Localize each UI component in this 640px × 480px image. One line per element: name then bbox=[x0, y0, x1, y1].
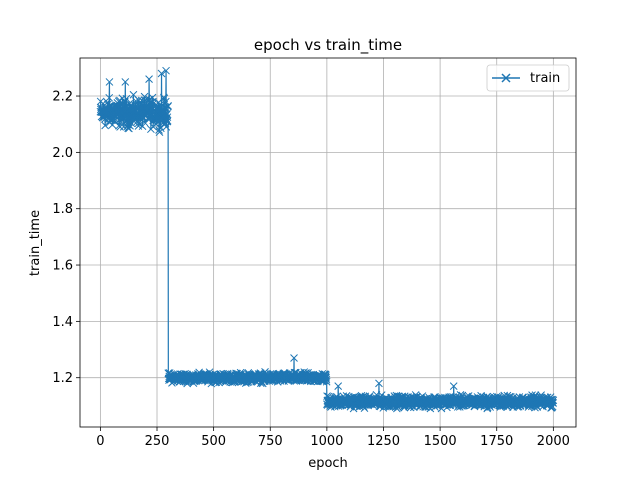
data-point bbox=[449, 382, 458, 391]
data-point bbox=[161, 97, 170, 106]
data-point bbox=[157, 69, 166, 78]
data-point bbox=[163, 113, 172, 122]
data-point bbox=[125, 124, 133, 133]
chart-title: epoch vs train_time bbox=[254, 36, 402, 55]
data-point bbox=[322, 375, 331, 384]
data-point bbox=[322, 377, 331, 386]
y-tick-label: 1.4 bbox=[52, 315, 73, 330]
legend-label: train bbox=[530, 71, 560, 86]
x-tick-label: 500 bbox=[201, 434, 226, 449]
data-point bbox=[101, 121, 109, 130]
x-tick-label: 1000 bbox=[310, 434, 343, 449]
x-tick-label: 1750 bbox=[480, 434, 513, 449]
y-axis-label: train_time bbox=[28, 210, 43, 276]
y-tick-label: 1.8 bbox=[52, 202, 73, 217]
data-point bbox=[126, 121, 134, 130]
plot-area bbox=[96, 66, 558, 413]
data-point bbox=[549, 399, 557, 407]
x-tick-label: 1250 bbox=[367, 434, 400, 449]
data-point bbox=[163, 109, 171, 118]
x-axis-label: epoch bbox=[308, 456, 348, 471]
data-point bbox=[138, 122, 147, 131]
x-tick-label: 1500 bbox=[424, 434, 457, 449]
data-point bbox=[145, 75, 153, 83]
legend: train bbox=[486, 64, 570, 92]
y-tick-label: 2.2 bbox=[52, 90, 73, 105]
axes-frame bbox=[79, 57, 577, 428]
data-point bbox=[164, 101, 172, 110]
data-point bbox=[549, 396, 558, 405]
data-point bbox=[105, 93, 114, 102]
y-tick-label: 1.2 bbox=[52, 371, 73, 386]
data-point bbox=[99, 99, 107, 108]
legend-box bbox=[486, 64, 570, 92]
x-tick-label: 0 bbox=[96, 434, 104, 449]
ticks: 0 250 500 750 1000 1250 1500 1750 2000 1.2 1.4 1.6 1… bbox=[52, 90, 570, 449]
x-tick-label: 250 bbox=[145, 434, 170, 449]
data-point bbox=[105, 78, 114, 86]
x-tick-label: 750 bbox=[258, 434, 283, 449]
legend-marker-x-icon bbox=[501, 73, 511, 83]
data-point bbox=[290, 354, 298, 362]
data-point bbox=[375, 379, 383, 388]
data-point bbox=[162, 66, 170, 75]
data-point bbox=[122, 94, 131, 103]
y-tick-label: 1.6 bbox=[52, 259, 73, 274]
data-point bbox=[334, 382, 343, 391]
data-point bbox=[163, 117, 172, 125]
y-tick-label: 2.0 bbox=[52, 146, 73, 161]
x-tick-label: 2000 bbox=[537, 434, 570, 449]
data-point bbox=[121, 78, 130, 86]
